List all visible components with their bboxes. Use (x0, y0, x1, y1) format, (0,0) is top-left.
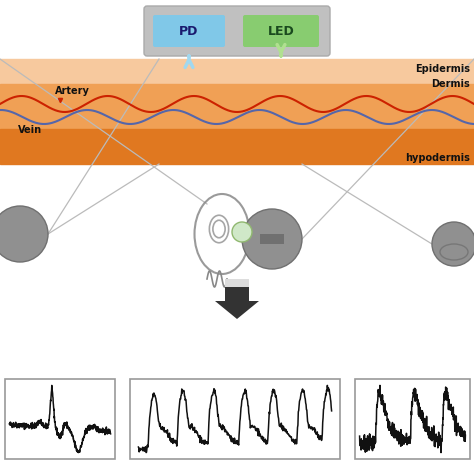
Circle shape (0, 206, 48, 262)
Circle shape (432, 222, 474, 266)
Polygon shape (215, 279, 259, 319)
Text: Epidermis: Epidermis (415, 64, 470, 74)
Bar (0, 129, 474, 164)
Bar (0, 84, 474, 129)
Text: PD: PD (179, 25, 199, 37)
Bar (260, 234, 284, 244)
Text: hypodermis: hypodermis (405, 153, 470, 163)
Circle shape (232, 222, 252, 242)
Bar (355, 379, 470, 459)
FancyBboxPatch shape (153, 15, 225, 47)
Bar (0, 59, 474, 84)
Circle shape (242, 209, 302, 269)
Bar (130, 379, 340, 459)
Text: Artery: Artery (55, 86, 90, 96)
Polygon shape (225, 279, 249, 287)
Text: Vein: Vein (18, 125, 42, 135)
FancyBboxPatch shape (144, 6, 330, 56)
Text: Dermis: Dermis (431, 79, 470, 89)
Bar (5, 379, 115, 459)
FancyBboxPatch shape (243, 15, 319, 47)
Text: LED: LED (268, 25, 294, 37)
